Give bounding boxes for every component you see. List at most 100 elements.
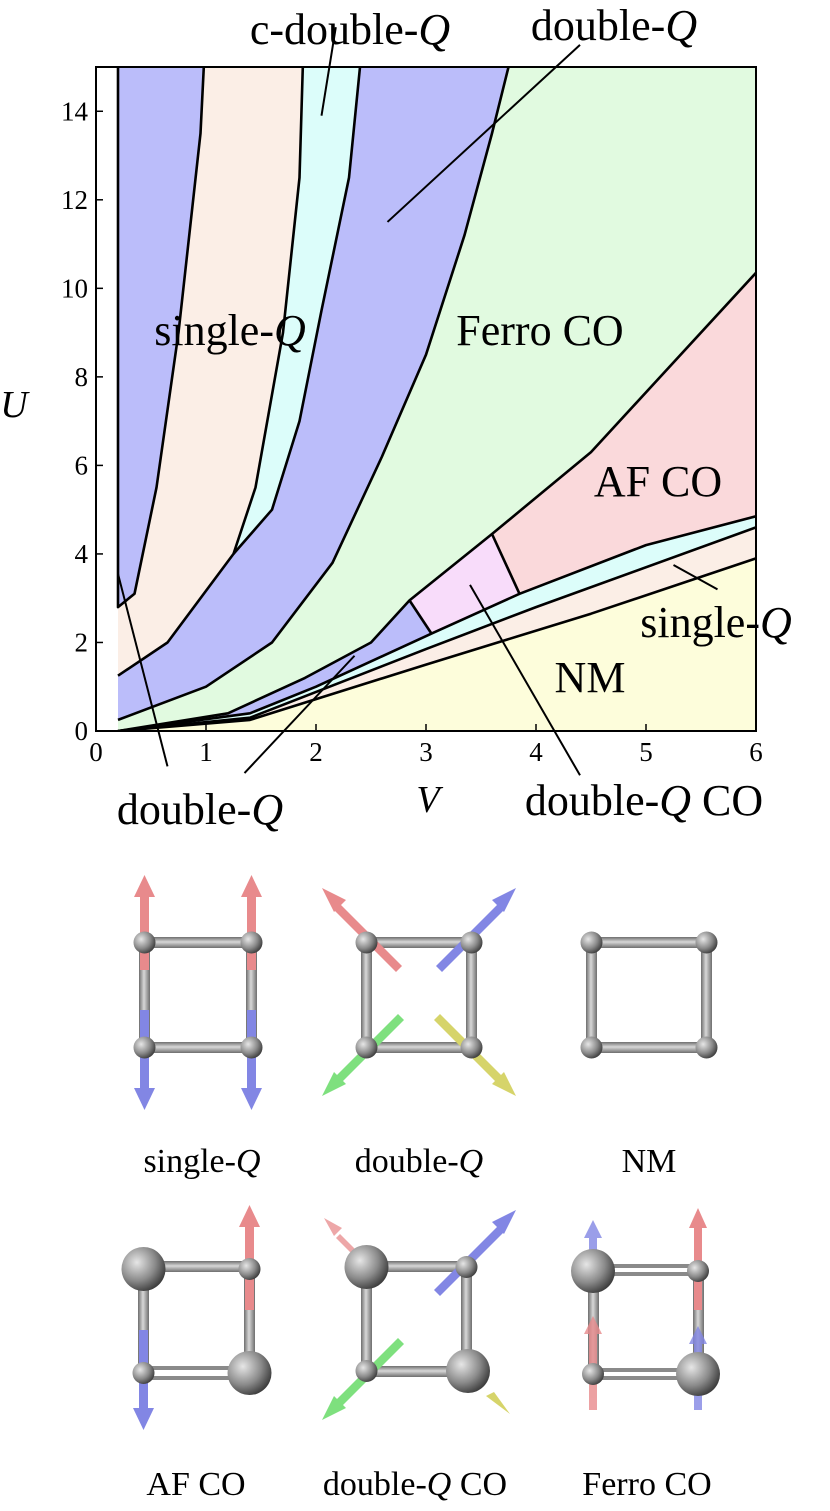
bond [366, 1042, 472, 1053]
bond [591, 1042, 707, 1053]
label-single-q-main: single-Q [154, 306, 306, 355]
phase-boundary [117, 271, 756, 731]
caption-nm: NM [622, 1143, 677, 1180]
label-af-co: AF CO [594, 457, 722, 506]
lattice-site [460, 1036, 483, 1059]
y-axis-label: U [0, 384, 30, 426]
lattice-site [695, 1036, 718, 1059]
label-c-double-q-top: c-double-Q [250, 5, 450, 54]
lattice-site [240, 1036, 263, 1059]
spin-arrow-up [239, 1205, 260, 1310]
bond [592, 1272, 700, 1276]
lattice-site [355, 931, 378, 954]
label-single-q-right: single-Q [640, 598, 792, 647]
phase-boundary [490, 533, 521, 595]
phase-boundary [116, 67, 206, 609]
phase-boundary [232, 67, 362, 555]
phase-region-double-q-co [409, 534, 520, 634]
caption-single-q: single-Q [143, 1143, 260, 1180]
bond [138, 1266, 149, 1373]
y-tick-label: 6 [75, 450, 89, 480]
lattice-site [460, 931, 483, 954]
spin-arrow-down [134, 1010, 155, 1110]
annotation-leader-line [469, 584, 581, 776]
y-tick-label: 0 [75, 716, 89, 746]
x-tick-label: 0 [89, 737, 103, 767]
annotation-leader-line [117, 573, 169, 767]
phase-boundary [117, 67, 510, 722]
spin-arrow-up [689, 1208, 707, 1310]
phase-region-ferro-co [118, 67, 756, 731]
bond [139, 942, 150, 1047]
bond [461, 1266, 472, 1373]
phase-boundaries [116, 67, 756, 731]
lattice-site [238, 1258, 261, 1280]
label-ferro-co: Ferro CO [456, 306, 623, 355]
lattice-site-large [121, 1247, 166, 1291]
phase-region-c-double-q [233, 67, 360, 554]
lattice-site [133, 1036, 156, 1059]
spin-arrow [486, 1392, 510, 1414]
lattice-site [580, 931, 603, 954]
annotation-leader-line [386, 44, 581, 223]
bond [586, 942, 597, 1047]
lattice-site-large [446, 1349, 490, 1393]
y-tick-label: 2 [75, 627, 89, 657]
lattice-site [695, 931, 718, 954]
lattice-site [687, 1260, 709, 1282]
x-tick-label: 2 [309, 737, 323, 767]
spin-config-af-co: AF CO [121, 1205, 272, 1503]
y-tick-label: 10 [61, 273, 88, 303]
x-axis-label: V [416, 779, 443, 821]
spin-config-nm: NM [580, 931, 718, 1180]
bond [142, 1376, 250, 1380]
lattice-site [133, 931, 156, 954]
bond [592, 1264, 700, 1268]
lattice-site [132, 1362, 155, 1384]
spin-config-double-q: double-Q [322, 888, 516, 1180]
lattice-site [355, 1360, 378, 1382]
bond [693, 1270, 704, 1374]
phase-region-nm [118, 558, 756, 731]
caption-ferro-co: Ferro CO [582, 1466, 711, 1503]
lattice-site [240, 931, 263, 954]
lattice-site-large [571, 1249, 615, 1293]
phase-boundary [117, 526, 756, 731]
y-tick-label: 14 [61, 96, 89, 126]
annotation-leader-line [673, 564, 718, 591]
phase-region-single-q [118, 67, 303, 676]
lattice-site [355, 1036, 378, 1059]
bond [366, 937, 472, 948]
lattice-site-large [344, 1245, 389, 1289]
spin-arrow [434, 1210, 516, 1296]
annotation-leader-line [243, 655, 356, 774]
y-tick-label: 12 [61, 185, 88, 215]
annotation-lines [117, 27, 718, 776]
bond [366, 1261, 466, 1272]
caption-double-q: double-Q [355, 1143, 483, 1180]
x-tick-label: 1 [199, 737, 213, 767]
caption-double-q-co: double-Q CO [323, 1466, 507, 1503]
spin-config-double-q-co: double-Q CO [322, 1210, 516, 1503]
phase-regions [118, 67, 756, 731]
phase-region-c-double-q [118, 516, 756, 731]
phase-boundary [117, 557, 756, 731]
phase-region-double-q [118, 67, 509, 720]
x-tick-label: 6 [749, 737, 763, 767]
bond [142, 1366, 250, 1370]
x-tick-label: 3 [419, 737, 433, 767]
phase-region-af-co [492, 272, 756, 594]
bond [361, 1266, 372, 1373]
spin-config-single-q: single-Q [133, 875, 263, 1180]
bond [244, 1266, 255, 1373]
phase-boundary [408, 599, 433, 635]
lattice-site [582, 1363, 604, 1385]
spin-arrow-up [134, 875, 155, 970]
bond [701, 942, 712, 1047]
bond [144, 1042, 252, 1053]
bond [466, 942, 477, 1047]
label-double-q-top: double-Q [531, 1, 697, 50]
spin-config-ferro-co: Ferro CO [571, 1208, 720, 1503]
